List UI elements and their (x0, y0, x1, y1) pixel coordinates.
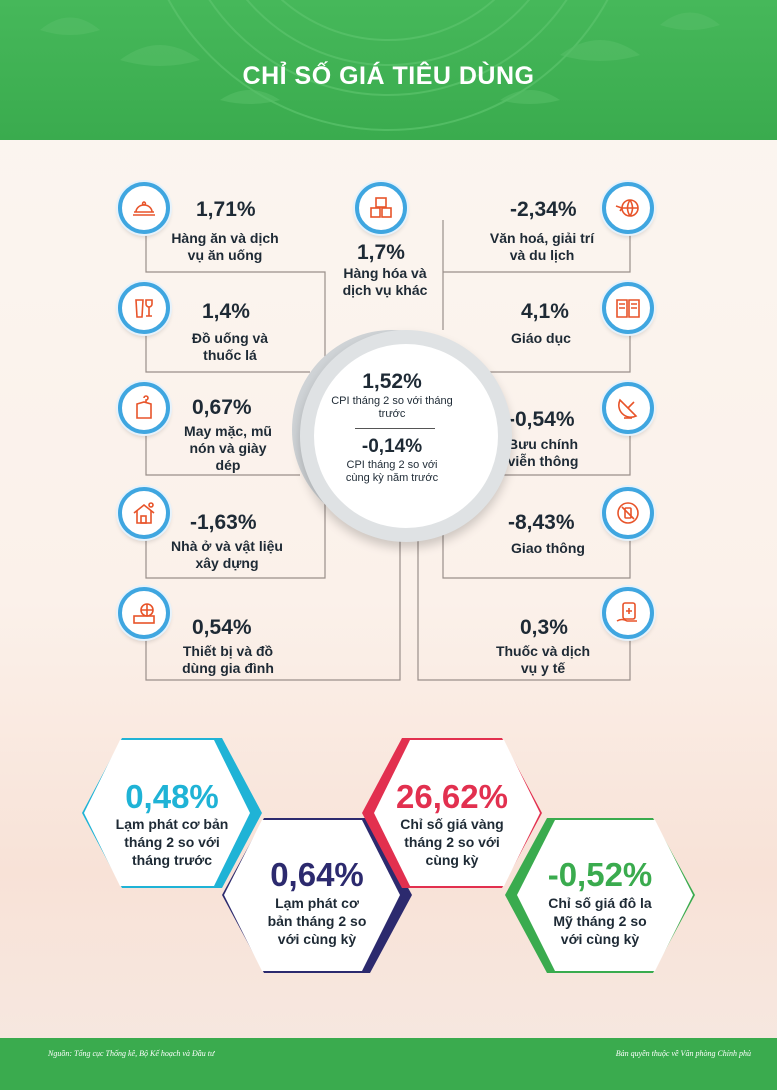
hex-core-inflation-mom: 0,48% Lạm phát cơ bản tháng 2 so với thá… (82, 738, 262, 888)
category-value: 1,71% (196, 198, 256, 221)
globe-plane-icon (602, 182, 654, 234)
category-value: 0,67% (192, 396, 252, 419)
house-icon (118, 487, 170, 539)
category-label: Đồ uống và thuốc lá (191, 330, 269, 363)
category-label: Hàng ăn và dịch vụ ăn uống (171, 230, 279, 263)
category-value: 0,54% (192, 616, 252, 639)
traffic-icon (602, 487, 654, 539)
category-value: -2,34% (510, 198, 577, 221)
category-value: -8,43% (508, 511, 575, 534)
category-value: 1,7% (357, 241, 405, 264)
hex-value: 26,62% (396, 778, 508, 815)
hex-label: Lạm phát cơ bản tháng 2 so với cùng kỳ (267, 895, 367, 947)
appliance-icon (118, 587, 170, 639)
hex-value: 0,48% (125, 778, 219, 815)
footer-bar (0, 1038, 777, 1090)
category-value: 0,3% (520, 616, 568, 639)
category-label: Nhà ở và vật liệu xây dựng (171, 538, 283, 571)
hex-label: Chỉ số giá vàng tháng 2 so với cùng kỳ (400, 816, 504, 868)
page-title: CHỈ SỐ GIÁ TIÊU DÙNG (242, 62, 535, 90)
hex-core-inflation-yoy: 0,64% Lạm phát cơ bản tháng 2 so với cùn… (222, 818, 412, 973)
category-label: May mặc, mũ nón và giày dép (184, 423, 272, 473)
category-value: -0,54% (508, 408, 575, 431)
category-label: Thuốc và dịch vụ y tế (495, 643, 591, 676)
category-value: 1,4% (202, 300, 250, 323)
medicine-icon (602, 587, 654, 639)
book-icon (602, 282, 654, 334)
category-value: 4,1% (521, 300, 569, 323)
category-value: -1,63% (190, 511, 257, 534)
drinks-icon (118, 282, 170, 334)
hex-label: Chỉ số giá đô la Mỹ tháng 2 so với cùng … (548, 895, 652, 947)
drum-pattern-decoration (40, 0, 720, 131)
copyright-note: Bản quyền thuộc về Văn phòng Chính phủ (615, 1049, 751, 1058)
hex-usd-price-index: -0,52% Chỉ số giá đô la Mỹ tháng 2 so vớ… (505, 818, 695, 973)
category-label: Bưu chính viễn thông (507, 436, 579, 469)
hex-value: -0,52% (547, 856, 653, 893)
cpi-yoy-value: -0,14% (361, 436, 423, 457)
satellite-icon (602, 382, 654, 434)
hex-value: 0,64% (270, 856, 364, 893)
category-label: Hàng hóa và dịch vụ khác (342, 265, 428, 298)
category-label: Văn hoá, giải trí và du lịch (489, 230, 595, 263)
hex-gold-price-index: 26,62% Chỉ số giá vàng tháng 2 so với cù… (362, 738, 542, 888)
hex-label: Lạm phát cơ bản tháng 2 so với tháng trư… (115, 816, 229, 868)
center-divider (355, 428, 435, 429)
cpi-mom-label: CPI tháng 2 so với tháng trước (331, 395, 453, 420)
category-label: Thiết bị và đồ dùng gia đình (182, 643, 274, 676)
header-banner: CHỈ SỐ GIÁ TIÊU DÙNG (0, 0, 777, 140)
cpi-yoy-label: CPI tháng 2 so với cùng kỳ năm trước (345, 459, 439, 484)
clothing-icon (118, 382, 170, 434)
food-tray-icon (118, 182, 170, 234)
category-label: Giáo dục (511, 330, 571, 346)
boxes-icon (355, 182, 407, 234)
category-label: Giao thông (511, 540, 585, 556)
source-note: Nguồn: Tổng cục Thống kê, Bộ Kế hoạch và… (48, 1049, 215, 1058)
cpi-mom-value: 1,52% (362, 370, 422, 393)
